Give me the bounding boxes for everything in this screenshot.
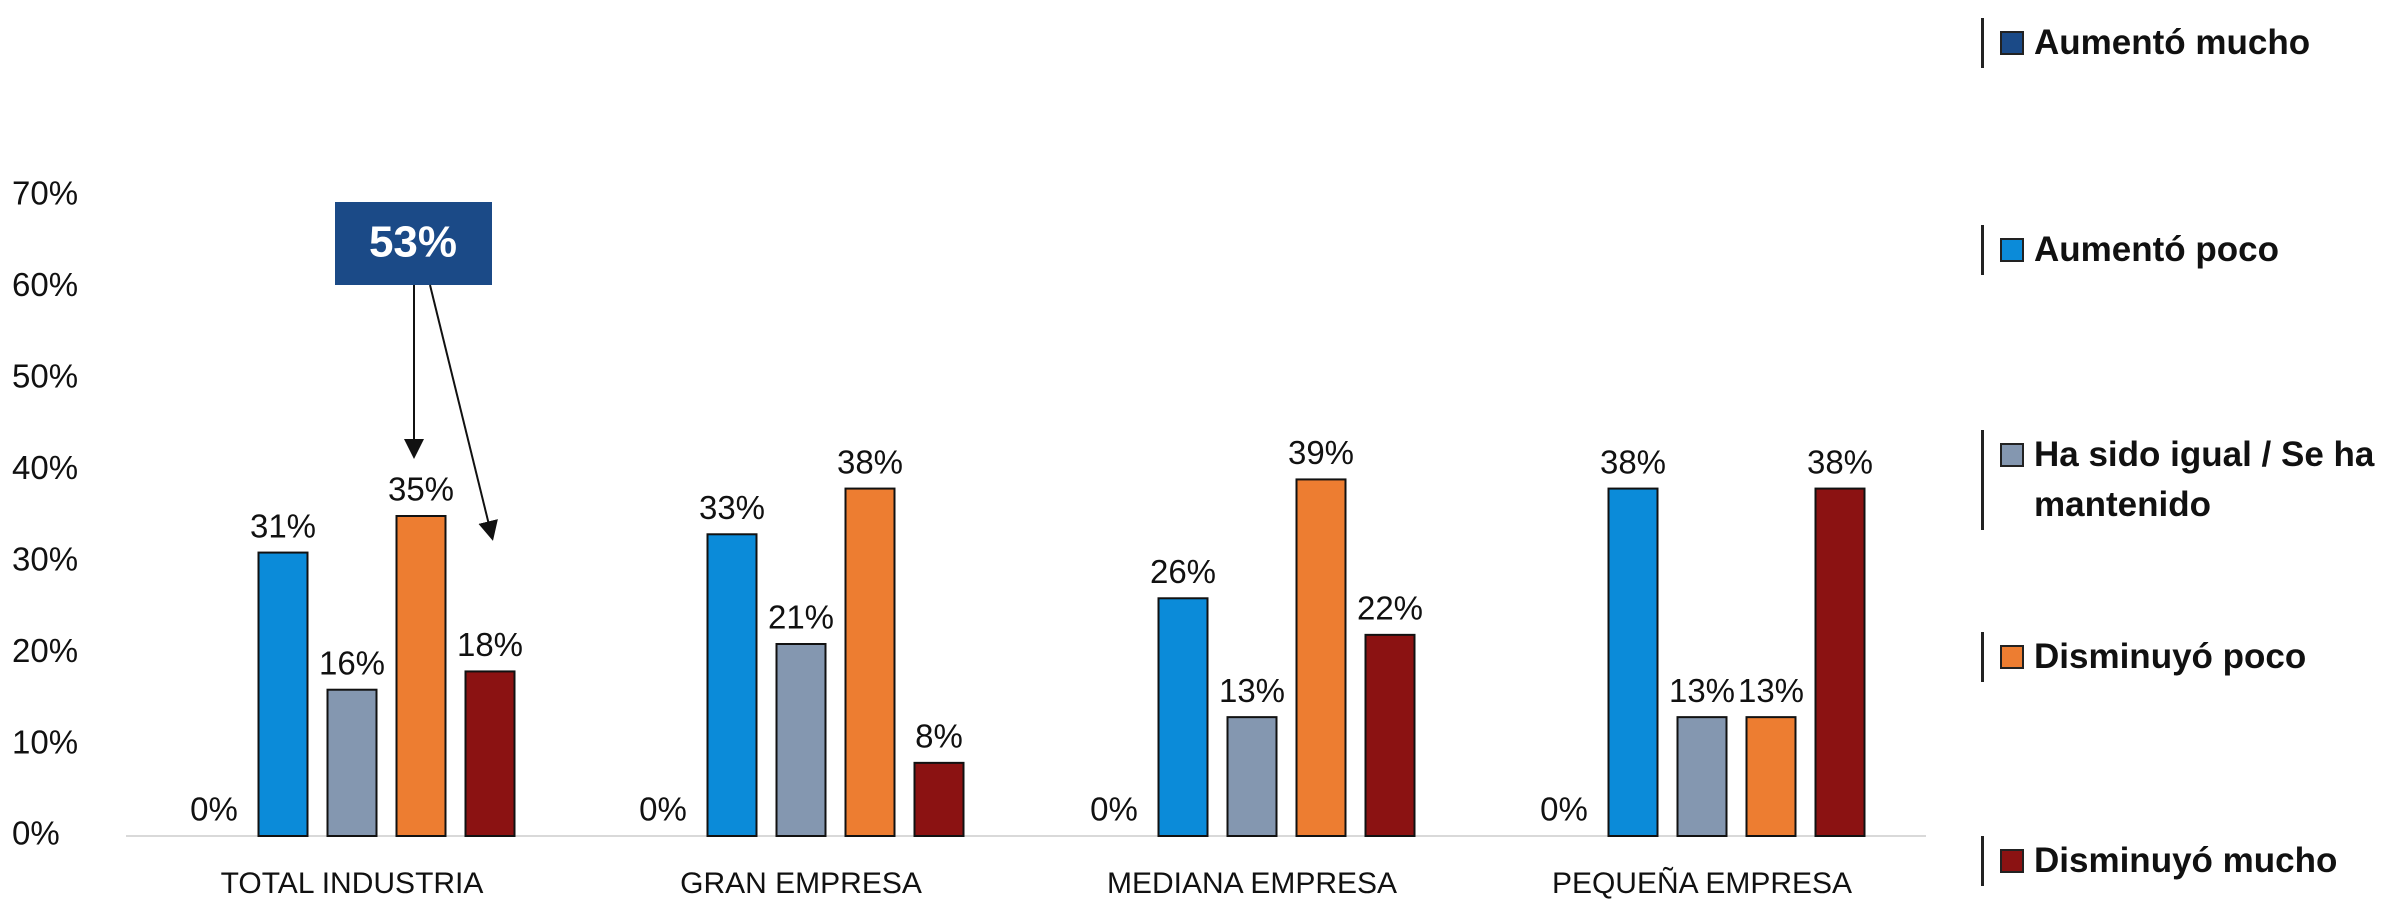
bar xyxy=(1157,597,1209,837)
y-tick-label: 50% xyxy=(12,358,78,395)
value-label: 31% xyxy=(250,507,316,544)
legend-label: Disminuyó mucho xyxy=(2034,841,2338,880)
legend-label: Ha sido igual / Se ha mantenido xyxy=(2034,435,2375,524)
legend-swatch xyxy=(2000,31,2024,55)
x-tick-label: TOTAL INDUSTRIA xyxy=(221,867,484,900)
value-label: 22% xyxy=(1357,590,1423,627)
legend-label: Aumentó mucho xyxy=(2034,23,2311,62)
value-label: 0% xyxy=(639,791,687,828)
annotation-box xyxy=(335,202,492,285)
y-tick-label: 30% xyxy=(12,540,78,577)
value-label: 39% xyxy=(1288,434,1354,471)
y-tick-label: 20% xyxy=(12,632,78,669)
value-label: 13% xyxy=(1669,672,1735,709)
x-tick-label: PEQUEÑA EMPRESA xyxy=(1552,866,1852,900)
value-label: 0% xyxy=(1090,791,1138,828)
value-label: 38% xyxy=(1600,443,1666,480)
x-tick-label: GRAN EMPRESA xyxy=(680,867,922,900)
bar xyxy=(1676,716,1728,838)
bar xyxy=(1226,716,1278,838)
y-tick-label: 70% xyxy=(12,175,78,212)
value-label: 18% xyxy=(457,626,523,663)
legend-item: Aumentó poco xyxy=(1981,225,2381,275)
value-label: 38% xyxy=(837,443,903,480)
bar xyxy=(1295,478,1347,837)
y-tick-label: 60% xyxy=(12,266,78,303)
bar xyxy=(326,688,378,838)
legend-swatch xyxy=(2000,238,2024,262)
legend-item: Disminuyó mucho xyxy=(1981,836,2381,886)
legend-swatch xyxy=(2000,443,2024,467)
bar xyxy=(844,487,896,837)
legend-label: Disminuyó poco xyxy=(2034,637,2307,676)
bar xyxy=(775,643,827,837)
value-label: 16% xyxy=(319,644,385,681)
value-label: 0% xyxy=(1540,791,1588,828)
value-label: 38% xyxy=(1807,443,1873,480)
annotation: 53% xyxy=(369,218,457,267)
y-tick-label: 0% xyxy=(12,815,60,852)
legend-swatch xyxy=(2000,849,2024,873)
bar xyxy=(706,533,758,837)
bar xyxy=(1814,487,1866,837)
bar xyxy=(464,670,516,838)
bar xyxy=(1607,487,1659,837)
value-label: 26% xyxy=(1150,553,1216,590)
bar xyxy=(257,551,309,837)
value-label: 0% xyxy=(190,791,238,828)
value-label: 33% xyxy=(699,489,765,526)
value-label: 35% xyxy=(388,471,454,508)
value-label: 13% xyxy=(1219,672,1285,709)
arrow xyxy=(429,284,498,541)
bar xyxy=(913,761,965,837)
value-label: 8% xyxy=(915,718,963,755)
value-label: 21% xyxy=(768,599,834,636)
legend-swatch xyxy=(2000,645,2024,669)
y-tick-label: 10% xyxy=(12,723,78,760)
legend-item: Aumentó mucho xyxy=(1981,18,2381,68)
legend-item: Disminuyó poco xyxy=(1981,632,2381,682)
legend-label: Aumentó poco xyxy=(2034,230,2279,269)
bar xyxy=(1364,633,1416,837)
value-label: 13% xyxy=(1738,672,1804,709)
x-tick-label: MEDIANA EMPRESA xyxy=(1107,867,1397,900)
bar xyxy=(395,515,447,837)
legend-item: Ha sido igual / Se ha mantenido xyxy=(1981,430,2381,530)
y-tick-label: 40% xyxy=(12,449,78,486)
bar xyxy=(1745,716,1797,838)
